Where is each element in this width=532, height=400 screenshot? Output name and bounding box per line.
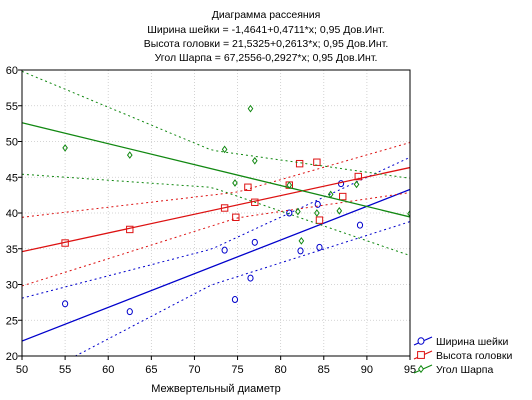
y-tick-label: 50 [6,137,18,149]
data-point [356,221,364,229]
x-tick-label: 50 [16,364,28,376]
ci-upper-line [22,142,410,218]
y-tick-label: 25 [6,315,18,327]
data-point [244,183,252,191]
x-tick-label: 55 [59,364,71,376]
y-tick-label: 60 [6,65,18,77]
legend-item: Высота головки [413,350,512,362]
data-point [221,145,228,154]
data-point [314,200,321,208]
y-tick-label: 20 [6,351,18,363]
data-point [315,216,324,224]
x-tick-label: 65 [145,364,157,376]
x-axis-label: Межвертельный диаметр [151,383,281,395]
y-tick-label: 40 [6,208,18,220]
legend-marker [417,351,425,359]
data-point [407,209,410,218]
data-point [297,247,304,255]
chart-subtitle-2: Высота головки = 21,5325+0,2613*x; 0,95 … [144,38,388,50]
legend: Ширина шейки Высота головки Угол Шарпа [413,336,512,376]
data-point [232,213,240,221]
legend-label: Ширина шейки [436,336,508,348]
data-point [286,209,293,217]
data-point [126,225,134,234]
plot-area [22,70,410,356]
data-point [354,172,362,181]
data-point [247,104,254,113]
x-tick-label: 70 [188,364,200,376]
data-point [316,243,323,251]
y-tick-label: 35 [6,244,18,256]
regression-line [22,166,410,253]
data-point [247,274,254,282]
chart-title: Диаграмма рассеяния [212,9,321,21]
x-tick-label: 85 [318,364,330,376]
legend-marker [417,337,425,345]
x-tick-label: 90 [361,364,373,376]
x-tick-label: 60 [102,364,114,376]
x-tick-label: 95 [404,364,416,376]
data-point [126,308,133,316]
y-tick-label: 55 [6,101,18,113]
data-point [126,151,133,159]
data-point [314,209,320,217]
plot-content [22,70,410,356]
data-point [295,207,301,216]
data-point [298,237,305,245]
x-tick-label: 75 [231,364,243,376]
chart-subtitle-1: Ширина шейки = -1,4641+0,4711*x; 0,95 До… [147,24,384,36]
ci-upper-line [22,70,410,179]
data-point [339,192,347,201]
legend-label: Высота головки [436,350,512,362]
legend-item: Угол Шарпа [413,364,493,376]
ci-lower-line [22,173,410,256]
ci-upper-line [22,156,410,299]
data-point [353,180,360,189]
data-point [61,239,69,247]
series-3 [22,70,410,256]
x-tick-label: 80 [275,364,287,376]
data-point [251,238,258,246]
data-point [295,159,304,168]
series-1 [22,156,410,356]
legend-marker [417,364,425,374]
data-point [286,181,293,189]
data-point [251,156,258,165]
y-tick-label: 45 [6,172,18,184]
data-point [251,198,259,206]
axis-ticks: 50 55 60 65 70 75 80 85 90 95 20 25 30 35 40 45 50 55 60 [6,65,416,376]
chart-subtitle-3: Угол Шарпа = 67,2556-0,2927*x; 0,95 Дов.… [155,52,378,64]
legend-item: Ширина шейки [413,336,508,348]
data-point [327,190,334,199]
data-point [336,207,343,215]
data-point [232,179,238,187]
data-point [220,204,229,212]
series-2 [22,142,410,287]
data-point [62,144,68,152]
legend-label: Угол Шарпа [436,364,493,376]
data-point [231,296,239,304]
regression-line [22,122,410,218]
data-point [221,246,228,254]
regression-line [22,188,410,342]
data-point [62,300,69,308]
y-tick-label: 30 [6,280,18,292]
